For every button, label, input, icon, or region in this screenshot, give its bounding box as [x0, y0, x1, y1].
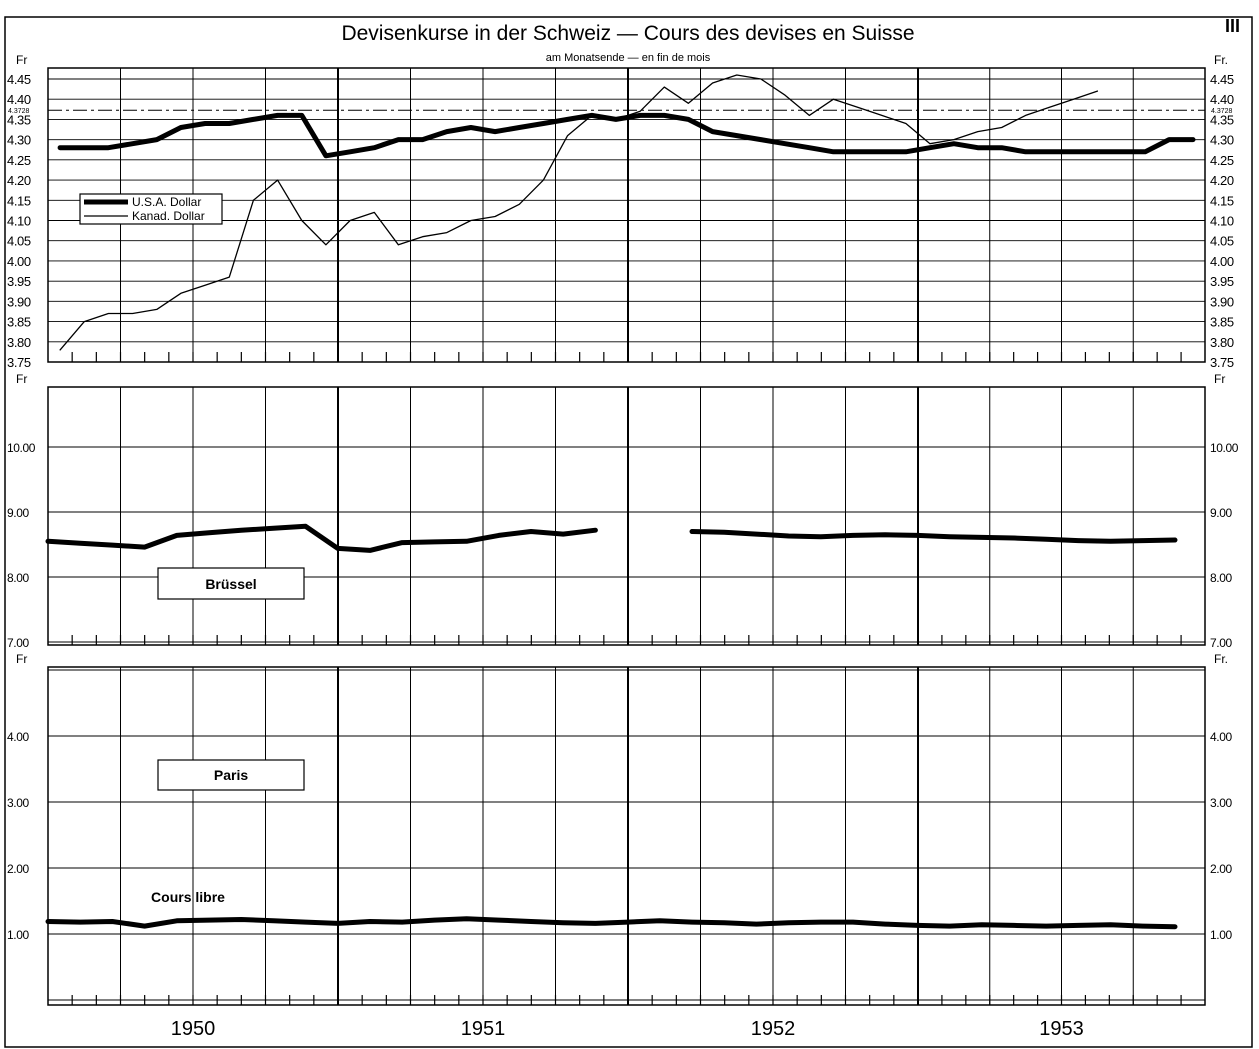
x-year-label: 1953 [1039, 1018, 1084, 1040]
y-tick-label-left: 3.95 [7, 274, 31, 289]
y-tick-label-left: 4.25 [7, 153, 31, 168]
y-tick-label-left: 8.00 [7, 571, 29, 585]
y-tick-label-left: 4.10 [7, 214, 31, 229]
y-tick-label-right: 7.00 [1210, 636, 1232, 650]
y-tick-label-right: 3.00 [1210, 796, 1232, 810]
chart-subtitle: am Monatsende — en fin de mois [546, 52, 711, 64]
unit-label-left: Fr [16, 53, 27, 67]
y-tick-label-right: 4.00 [1210, 730, 1232, 744]
series-line-usd [57, 112, 1196, 159]
y-tick-label-left: 2.00 [7, 862, 29, 876]
panel-frame [47, 666, 1206, 1006]
y-tick-label-left: 4.45 [7, 72, 31, 87]
label-layer: Fr Fr. 4.45 4.45 4.40 4.40 4.35 4.35 4.30 4.30 4.2… [7, 53, 1239, 1040]
panel-frame [47, 386, 1206, 646]
cours-libre-annotation: Cours libre [151, 889, 225, 905]
series-layer [45, 74, 1196, 930]
legend-label-usd: U.S.A. Dollar [132, 195, 201, 209]
grid-layer [47, 67, 1206, 1006]
y-tick-label-right: 3.85 [1210, 315, 1234, 330]
y-tick-label-left: 4.05 [7, 234, 31, 249]
y-tick-label-right: 9.00 [1210, 506, 1232, 520]
bruessel-box [157, 567, 305, 600]
y-tick-label-left: 4.35 [7, 112, 31, 127]
legend: U.S.A. Dollar Kanad. Dollar [79, 193, 223, 225]
unit-label-right: Fr. [1214, 53, 1228, 67]
y-tick-label-left: 10.00 [7, 441, 36, 455]
y-tick-label-right: 10.00 [1210, 441, 1239, 455]
unit-label-left: Fr [16, 372, 27, 386]
y-tick-label-left: 3.90 [7, 294, 31, 309]
y-tick-label-left: 4.00 [7, 254, 31, 269]
page-frame [4, 16, 1253, 1048]
y-tick-label-right: 3.90 [1210, 294, 1234, 309]
y-tick-label-right: 4.30 [1210, 133, 1234, 148]
y-tick-label-right: 4.35 [1210, 112, 1234, 127]
y-tick-label-left: 4.20 [7, 173, 31, 188]
legend-label-cad: Kanad. Dollar [132, 209, 205, 223]
paris-label-box: Paris [157, 759, 305, 791]
y-tick-label-right: 4.05 [1210, 234, 1234, 249]
tick-layer [71, 352, 1182, 1005]
y-tick-label-left: 3.85 [7, 315, 31, 330]
reference-label-right: 4.3728 [1211, 108, 1233, 115]
y-tick-label-right: 4.20 [1210, 173, 1234, 188]
y-tick-label-right: 3.75 [1210, 355, 1234, 370]
y-tick-label-left: 4.30 [7, 133, 31, 148]
y-tick-label-left: 3.80 [7, 335, 31, 350]
y-tick-label-right: 4.25 [1210, 153, 1234, 168]
unit-label-right: Fr. [1214, 652, 1228, 666]
y-tick-label-right: 4.00 [1210, 254, 1234, 269]
chart-title: Devisenkurse in der Schweiz — Cours des … [341, 22, 914, 45]
y-tick-label-right: 4.40 [1210, 92, 1234, 107]
y-tick-label-right: 1.00 [1210, 928, 1232, 942]
y-tick-label-left: 3.75 [7, 355, 31, 370]
paris-box [157, 759, 305, 791]
bruessel-label-box: Brüssel [157, 567, 305, 600]
unit-label-right: Fr [1214, 372, 1225, 386]
series-line-cad [59, 74, 1099, 351]
reference-label-left: 4.3728 [8, 108, 30, 115]
y-tick-label-left: 3.00 [7, 796, 29, 810]
plate-number: III [1225, 16, 1240, 36]
y-tick-label-left: 4.40 [7, 92, 31, 107]
x-year-label: 1951 [461, 1018, 506, 1040]
y-tick-label-right: 8.00 [1210, 571, 1232, 585]
paris-label: Paris [214, 767, 248, 783]
y-tick-label-right: 4.45 [1210, 72, 1234, 87]
series-line-paris [45, 916, 1178, 930]
y-tick-label-left: 7.00 [7, 636, 29, 650]
bruessel-label: Brüssel [205, 576, 256, 592]
x-year-label: 1952 [751, 1018, 796, 1040]
y-tick-label-right: 2.00 [1210, 862, 1232, 876]
y-tick-label-right: 4.10 [1210, 214, 1234, 229]
x-year-label: 1950 [171, 1018, 216, 1040]
y-tick-label-right: 3.80 [1210, 335, 1234, 350]
unit-label-left: Fr [16, 652, 27, 666]
y-tick-label-right: 3.95 [1210, 274, 1234, 289]
y-tick-label-right: 4.15 [1210, 193, 1234, 208]
y-tick-label-left: 4.15 [7, 193, 31, 208]
y-tick-label-left: 4.00 [7, 730, 29, 744]
y-tick-label-left: 1.00 [7, 928, 29, 942]
series-line-bruessel [45, 523, 1178, 553]
y-tick-label-left: 9.00 [7, 506, 29, 520]
legend-box [79, 193, 223, 225]
